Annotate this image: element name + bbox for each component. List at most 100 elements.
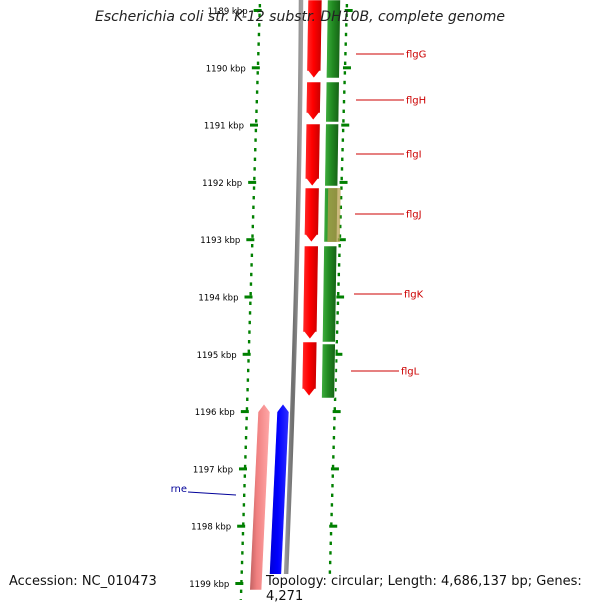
inner-ruler-dot (248, 330, 251, 334)
outer-ruler-dot (332, 445, 335, 449)
outer-ruler-dot (343, 71, 347, 75)
inner-ruler-dot (257, 42, 260, 46)
inner-ruler-dot (247, 359, 250, 363)
outer-ruler-dot (337, 272, 341, 277)
overlap-highlight (327, 188, 341, 242)
outer-ruler (327, 4, 349, 600)
outer-ruler-dot (343, 61, 347, 65)
inner-ruler-dot (246, 368, 250, 373)
inner-ruler-dot (243, 464, 247, 469)
ruler-tick-label: 1193 kbp (200, 236, 240, 246)
outer-ruler-dot (328, 570, 332, 574)
outer-ruler-dot (337, 292, 340, 296)
inner-ruler-dot (254, 138, 257, 142)
inner-major-tick (240, 410, 249, 414)
backbone-layer (282, 0, 304, 600)
outer-ruler-dot (331, 474, 334, 478)
outer-ruler-dot (330, 503, 334, 507)
inner-ruler-dot (245, 416, 248, 421)
outer-major-tick (334, 352, 343, 356)
inner-ruler-dot (252, 205, 255, 209)
gene-label: flgG (406, 50, 426, 61)
inner-ruler-dot (250, 263, 253, 267)
gene-label: flgH (406, 96, 426, 107)
inner-ruler-dot (254, 119, 258, 123)
outer-ruler-dot (330, 522, 333, 526)
ruler-tick-label: 1190 kbp (206, 64, 246, 74)
inner-ruler-dot (244, 445, 247, 449)
outer-major-tick (342, 66, 351, 70)
outer-ruler-dot (331, 464, 335, 469)
inner-major-tick (249, 123, 258, 127)
outer-ruler-dot (345, 13, 348, 17)
cds-feature-forward (322, 245, 338, 343)
inner-ruler-dot (243, 493, 246, 497)
ruler-tick-label: 1196 kbp (195, 408, 235, 418)
inner-major-tick (246, 238, 255, 242)
inner-ruler-dot (251, 234, 254, 238)
outer-ruler-dot (339, 205, 343, 209)
inner-ruler-dot (255, 100, 258, 104)
gene-label: rne (171, 484, 187, 495)
inner-ruler-dot (242, 503, 246, 507)
inner-ruler-dot (250, 253, 254, 257)
outer-major-tick (336, 295, 345, 299)
inner-major-tick (238, 467, 247, 471)
outer-ruler-dot (345, 4, 349, 8)
ruler-tick-label: 1198 kbp (191, 523, 231, 533)
inner-ruler-dot (245, 407, 249, 411)
inner-ruler-dot (249, 292, 252, 296)
outer-ruler-dot (341, 148, 344, 152)
inner-ruler-dot (247, 349, 251, 353)
outer-ruler-dot (344, 42, 347, 46)
gene-feature-reverse (249, 403, 271, 591)
outer-major-tick (344, 9, 353, 12)
inner-ruler-dot (253, 167, 256, 171)
inner-ruler-dot (254, 148, 257, 152)
cds-feature-forward (324, 123, 339, 187)
inner-ruler-dot (243, 484, 246, 488)
outer-major-tick (332, 410, 341, 414)
gene-feature-forward (301, 341, 318, 397)
inner-major-tick (251, 66, 260, 70)
outer-ruler-dot (336, 320, 339, 325)
inner-ruler-dot (245, 426, 248, 430)
outer-ruler-dot (343, 80, 346, 85)
inner-ruler-dot (256, 80, 259, 85)
outer-ruler-dot (329, 551, 332, 555)
outer-ruler-dot (343, 90, 346, 94)
gene-feature-forward (305, 81, 322, 121)
inner-ruler-dot (257, 52, 260, 56)
inner-ruler-dot (242, 512, 245, 517)
gene-feature-forward (304, 187, 320, 243)
cds-feature-forward (325, 81, 340, 123)
outer-ruler-dot (330, 512, 333, 517)
outer-ruler-dot (331, 484, 334, 488)
outer-ruler-dot (342, 119, 345, 123)
outer-ruler-dot (335, 349, 338, 353)
ruler-tick-label: 1197 kbp (193, 465, 233, 475)
inner-ruler-dot (252, 186, 256, 190)
map-title: Escherichia coli str. K-12 substr. DH10B… (94, 9, 506, 25)
ruler-tick-label: 1199 kbp (189, 580, 229, 590)
outer-ruler-dot (330, 493, 334, 497)
ruler-tick-label: 1195 kbp (197, 351, 237, 361)
inner-major-tick (244, 295, 253, 299)
inner-ruler-dot (248, 311, 252, 315)
gene-label: flgI (406, 150, 422, 161)
inner-ruler-dot (256, 61, 260, 65)
inner-ruler-dot (242, 522, 245, 526)
inner-ruler-dot (246, 397, 249, 401)
outer-ruler-dot (334, 368, 338, 373)
inner-ruler-dot (240, 570, 243, 574)
outer-ruler-dot (336, 311, 339, 315)
inner-ruler (239, 4, 262, 600)
inner-ruler-dot (251, 215, 255, 219)
inner-ruler-dot (243, 474, 247, 478)
genome-backbone (282, 0, 304, 600)
outer-ruler-dot (341, 128, 345, 133)
inner-ruler-dot (246, 378, 250, 382)
outer-ruler-dot (328, 560, 332, 565)
outer-ruler-dot (340, 167, 344, 171)
outer-major-tick (337, 238, 346, 242)
